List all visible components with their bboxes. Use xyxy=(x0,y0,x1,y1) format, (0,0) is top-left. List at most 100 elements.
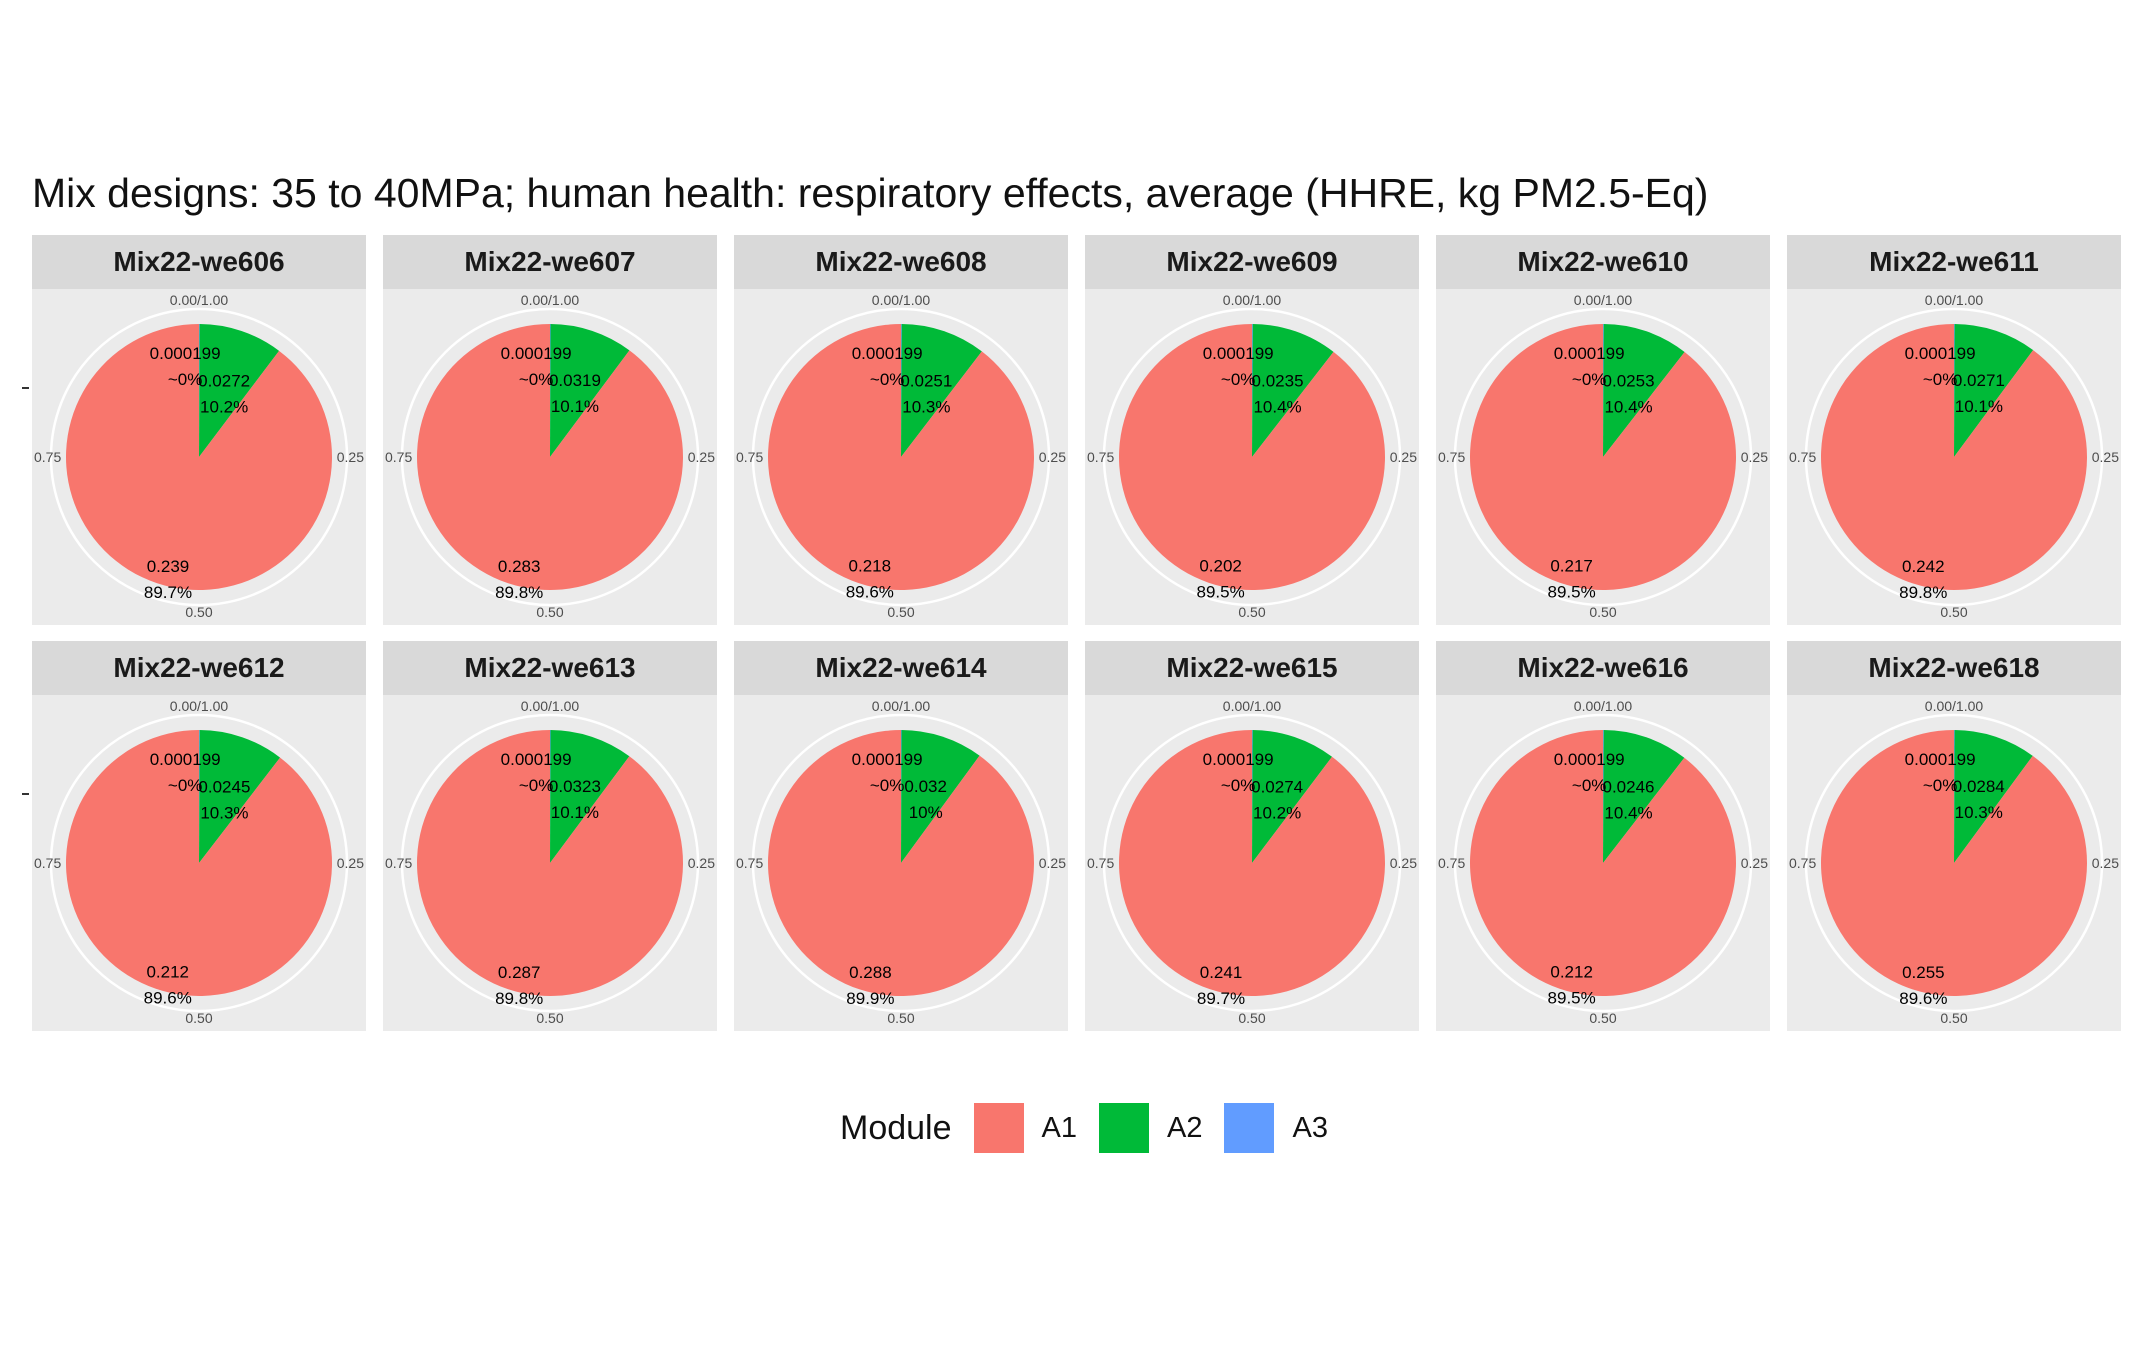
theta-tick-label: 0.50 xyxy=(1940,604,1967,620)
legend-label-a3: A3 xyxy=(1292,1111,1328,1144)
facet-panel: Mix22-we609 0.00/1.00 0.25 0.50 0.75 0.202 89.… xyxy=(1085,235,1419,625)
pie-plot: 0.00/1.00 0.25 0.50 0.75 0.283 89.8% 0.0319 10.… xyxy=(385,292,715,620)
pie-data-label-a2: 10.2% xyxy=(200,397,248,416)
facet-strip-label: Mix22-we612 xyxy=(32,641,366,695)
pie-slice-a3 xyxy=(1603,324,1604,457)
pie-data-label-a3: 0.000199 xyxy=(1203,344,1274,363)
pie-data-label-a2: 0.0251 xyxy=(900,371,952,390)
theta-tick-label: 0.00/1.00 xyxy=(521,698,580,714)
pie-slice-a2 xyxy=(901,324,982,457)
theta-tick-label: 0.25 xyxy=(2092,449,2119,465)
pie-data-label-a3: 0.000199 xyxy=(1905,344,1976,363)
polar-gridline xyxy=(1453,713,1753,1013)
theta-tick-label: 0.75 xyxy=(1438,449,1465,465)
polar-gridline xyxy=(1804,713,2104,1013)
pie-slice-a2 xyxy=(1603,324,1685,457)
pie-data-label-a3: 0.000199 xyxy=(852,344,923,363)
pie-data-label-a3: ~0% xyxy=(168,776,203,795)
plot-area: 0.00/1.00 0.25 0.50 0.75 0.288 89.9% 0.032 10% 0… xyxy=(734,695,1068,1031)
pie-data-label-a2: 10.2% xyxy=(1253,803,1301,822)
pie-data-label-a3: ~0% xyxy=(1923,776,1958,795)
legend-item-a1: A1 xyxy=(973,1103,1077,1153)
theta-tick-label: 0.00/1.00 xyxy=(872,292,931,308)
theta-tick-label: 0.25 xyxy=(2092,855,2119,871)
pie-slice-a1 xyxy=(768,730,1034,996)
theta-tick-label: 0.50 xyxy=(536,604,563,620)
pie-slice-a1 xyxy=(417,730,683,996)
facet-panel: Mix22-we610 0.00/1.00 0.25 0.50 0.75 0.217 89.… xyxy=(1436,235,1770,625)
pie-data-label-a3: ~0% xyxy=(168,370,203,389)
facet-strip-label: Mix22-we607 xyxy=(383,235,717,289)
pie-slice-a1 xyxy=(1119,730,1385,996)
theta-tick-label: 0.75 xyxy=(736,855,763,871)
facet-panel: Mix22-we606 0.00/1.00 0.25 0.50 0.75 0.239 89.… xyxy=(32,235,366,625)
facet-strip-label: Mix22-we606 xyxy=(32,235,366,289)
theta-tick-label: 0.00/1.00 xyxy=(521,292,580,308)
pie-data-label-a3: 0.000199 xyxy=(1203,750,1274,769)
plot-area: 0.00/1.00 0.25 0.50 0.75 0.287 89.8% 0.0323 10.… xyxy=(383,695,717,1031)
polar-gridline xyxy=(1102,307,1402,607)
pie-slice-a1 xyxy=(65,324,332,590)
pie-data-label-a1: 89.8% xyxy=(495,989,543,1008)
theta-tick-label: 0.25 xyxy=(1741,449,1768,465)
pie-data-label-a2: 10.1% xyxy=(1955,397,2003,416)
pie-data-label-a3: ~0% xyxy=(870,370,905,389)
polar-gridline xyxy=(1453,307,1753,607)
pie-slice-a2 xyxy=(1954,730,2033,863)
facet-panel: Mix22-we615 0.00/1.00 0.25 0.50 0.75 0.241 89.… xyxy=(1085,641,1419,1031)
pie-data-label-a3: ~0% xyxy=(1221,370,1256,389)
pie-plot: 0.00/1.00 0.25 0.50 0.75 0.212 89.5% 0.0246 10.… xyxy=(1438,698,1768,1026)
facet-panel: Mix22-we616 0.00/1.00 0.25 0.50 0.75 0.212 89.… xyxy=(1436,641,1770,1031)
pie-slice-a2 xyxy=(199,324,280,457)
pie-data-label-a1: 89.5% xyxy=(1547,583,1595,602)
pie-data-label-a1: 0.212 xyxy=(1550,963,1593,982)
legend-item-a2: A2 xyxy=(1099,1103,1202,1153)
pie-slice-a3 xyxy=(550,730,551,863)
pie-data-label-a2: 10.3% xyxy=(902,397,950,416)
theta-tick-label: 0.75 xyxy=(1087,855,1114,871)
theta-tick-label: 0.75 xyxy=(1438,855,1465,871)
pie-data-label-a3: 0.000199 xyxy=(852,750,923,769)
theta-tick-label: 0.25 xyxy=(1390,855,1417,871)
pie-slice-a1 xyxy=(1821,730,2087,996)
theta-tick-label: 0.00/1.00 xyxy=(170,292,229,308)
polar-gridline xyxy=(49,307,349,607)
pie-plot: 0.00/1.00 0.25 0.50 0.75 0.212 89.6% 0.0245 10.… xyxy=(34,698,364,1026)
pie-data-label-a2: 10.4% xyxy=(1604,803,1652,822)
y-axis-tick xyxy=(22,793,29,795)
theta-tick-label: 0.75 xyxy=(736,449,763,465)
theta-tick-label: 0.25 xyxy=(337,855,364,871)
pie-data-label-a1: 89.8% xyxy=(495,583,543,602)
theta-tick-label: 0.50 xyxy=(887,1010,914,1026)
theta-tick-label: 0.25 xyxy=(1741,855,1768,871)
legend-item-a3: A3 xyxy=(1224,1103,1328,1153)
theta-tick-label: 0.75 xyxy=(1087,449,1114,465)
pie-data-label-a1: 0.239 xyxy=(147,557,190,576)
pie-data-label-a1: 0.283 xyxy=(498,557,541,576)
polar-gridline xyxy=(751,713,1051,1013)
theta-tick-label: 0.50 xyxy=(1238,604,1265,620)
theta-tick-label: 0.50 xyxy=(1589,1010,1616,1026)
theta-tick-label: 0.00/1.00 xyxy=(1223,292,1282,308)
facet-strip-label: Mix22-we611 xyxy=(1787,235,2121,289)
pie-data-label-a3: 0.000199 xyxy=(150,344,221,363)
pie-slice-a2 xyxy=(1603,730,1685,863)
theta-tick-label: 0.00/1.00 xyxy=(1925,292,1984,308)
pie-data-label-a2: 10.3% xyxy=(1955,803,2003,822)
facet-strip-label: Mix22-we618 xyxy=(1787,641,2121,695)
polar-gridline xyxy=(1102,713,1402,1013)
theta-tick-label: 0.25 xyxy=(1039,855,1066,871)
facet-strip-label: Mix22-we614 xyxy=(734,641,1068,695)
pie-data-label-a3: ~0% xyxy=(1221,776,1256,795)
pie-data-label-a3: 0.000199 xyxy=(1554,344,1625,363)
pie-data-label-a1: 89.5% xyxy=(1197,583,1245,602)
pie-slice-a3 xyxy=(199,730,200,863)
pie-plot: 0.00/1.00 0.25 0.50 0.75 0.218 89.6% 0.0251 10.… xyxy=(736,292,1066,620)
theta-tick-label: 0.25 xyxy=(1039,449,1066,465)
theta-tick-label: 0.00/1.00 xyxy=(170,698,229,714)
theta-tick-label: 0.75 xyxy=(1789,855,1816,871)
plot-area: 0.00/1.00 0.25 0.50 0.75 0.239 89.7% 0.0272 10.… xyxy=(32,289,366,625)
pie-data-label-a1: 0.212 xyxy=(146,963,189,982)
legend-key-a2 xyxy=(1099,1103,1149,1153)
theta-tick-label: 0.25 xyxy=(688,855,715,871)
